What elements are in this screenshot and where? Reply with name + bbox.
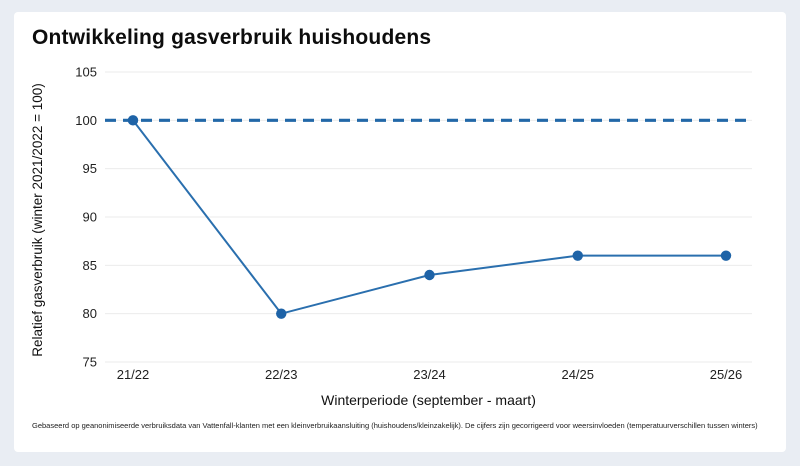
data-point	[276, 308, 287, 319]
x-axis-label: Winterperiode (september - maart)	[321, 392, 536, 408]
y-tick-label: 75	[83, 355, 97, 370]
line-chart: 75 80 85 90 95 100 105 21/22 22/23 23/24 24/25 25/2…	[75, 65, 752, 382]
y-axis-label: Relatief gasverbruik (winter 2021/2022 =…	[30, 83, 45, 357]
y-tick-label: 95	[83, 161, 97, 176]
x-tick-label: 23/24	[413, 367, 446, 382]
x-tick-label: 21/22	[117, 367, 150, 382]
y-tick-label: 105	[75, 65, 97, 80]
y-tick-label: 80	[83, 306, 97, 321]
source-note: Gebaseerd op geanonimiseerde verbruiksda…	[32, 421, 758, 430]
chart-title: Ontwikkeling gasverbruik huishoudens	[32, 26, 432, 49]
data-point	[572, 250, 583, 261]
data-point	[720, 250, 732, 261]
data-point	[424, 269, 435, 281]
chart-card: Ontwikkeling gasverbruik huishoudens 75 8…	[14, 12, 786, 452]
x-tick-label: 25/26	[710, 367, 743, 382]
chart-area: 75 80 85 90 95 100 105 21/22 22/23 23/24 24/25 25/2…	[14, 60, 786, 420]
data-point	[127, 115, 139, 126]
x-tick-label: 24/25	[561, 367, 594, 382]
y-tick-label: 90	[83, 210, 97, 225]
x-tick-label: 22/23	[265, 367, 298, 382]
y-tick-label: 85	[83, 258, 97, 273]
y-tick-label: 100	[75, 113, 97, 128]
